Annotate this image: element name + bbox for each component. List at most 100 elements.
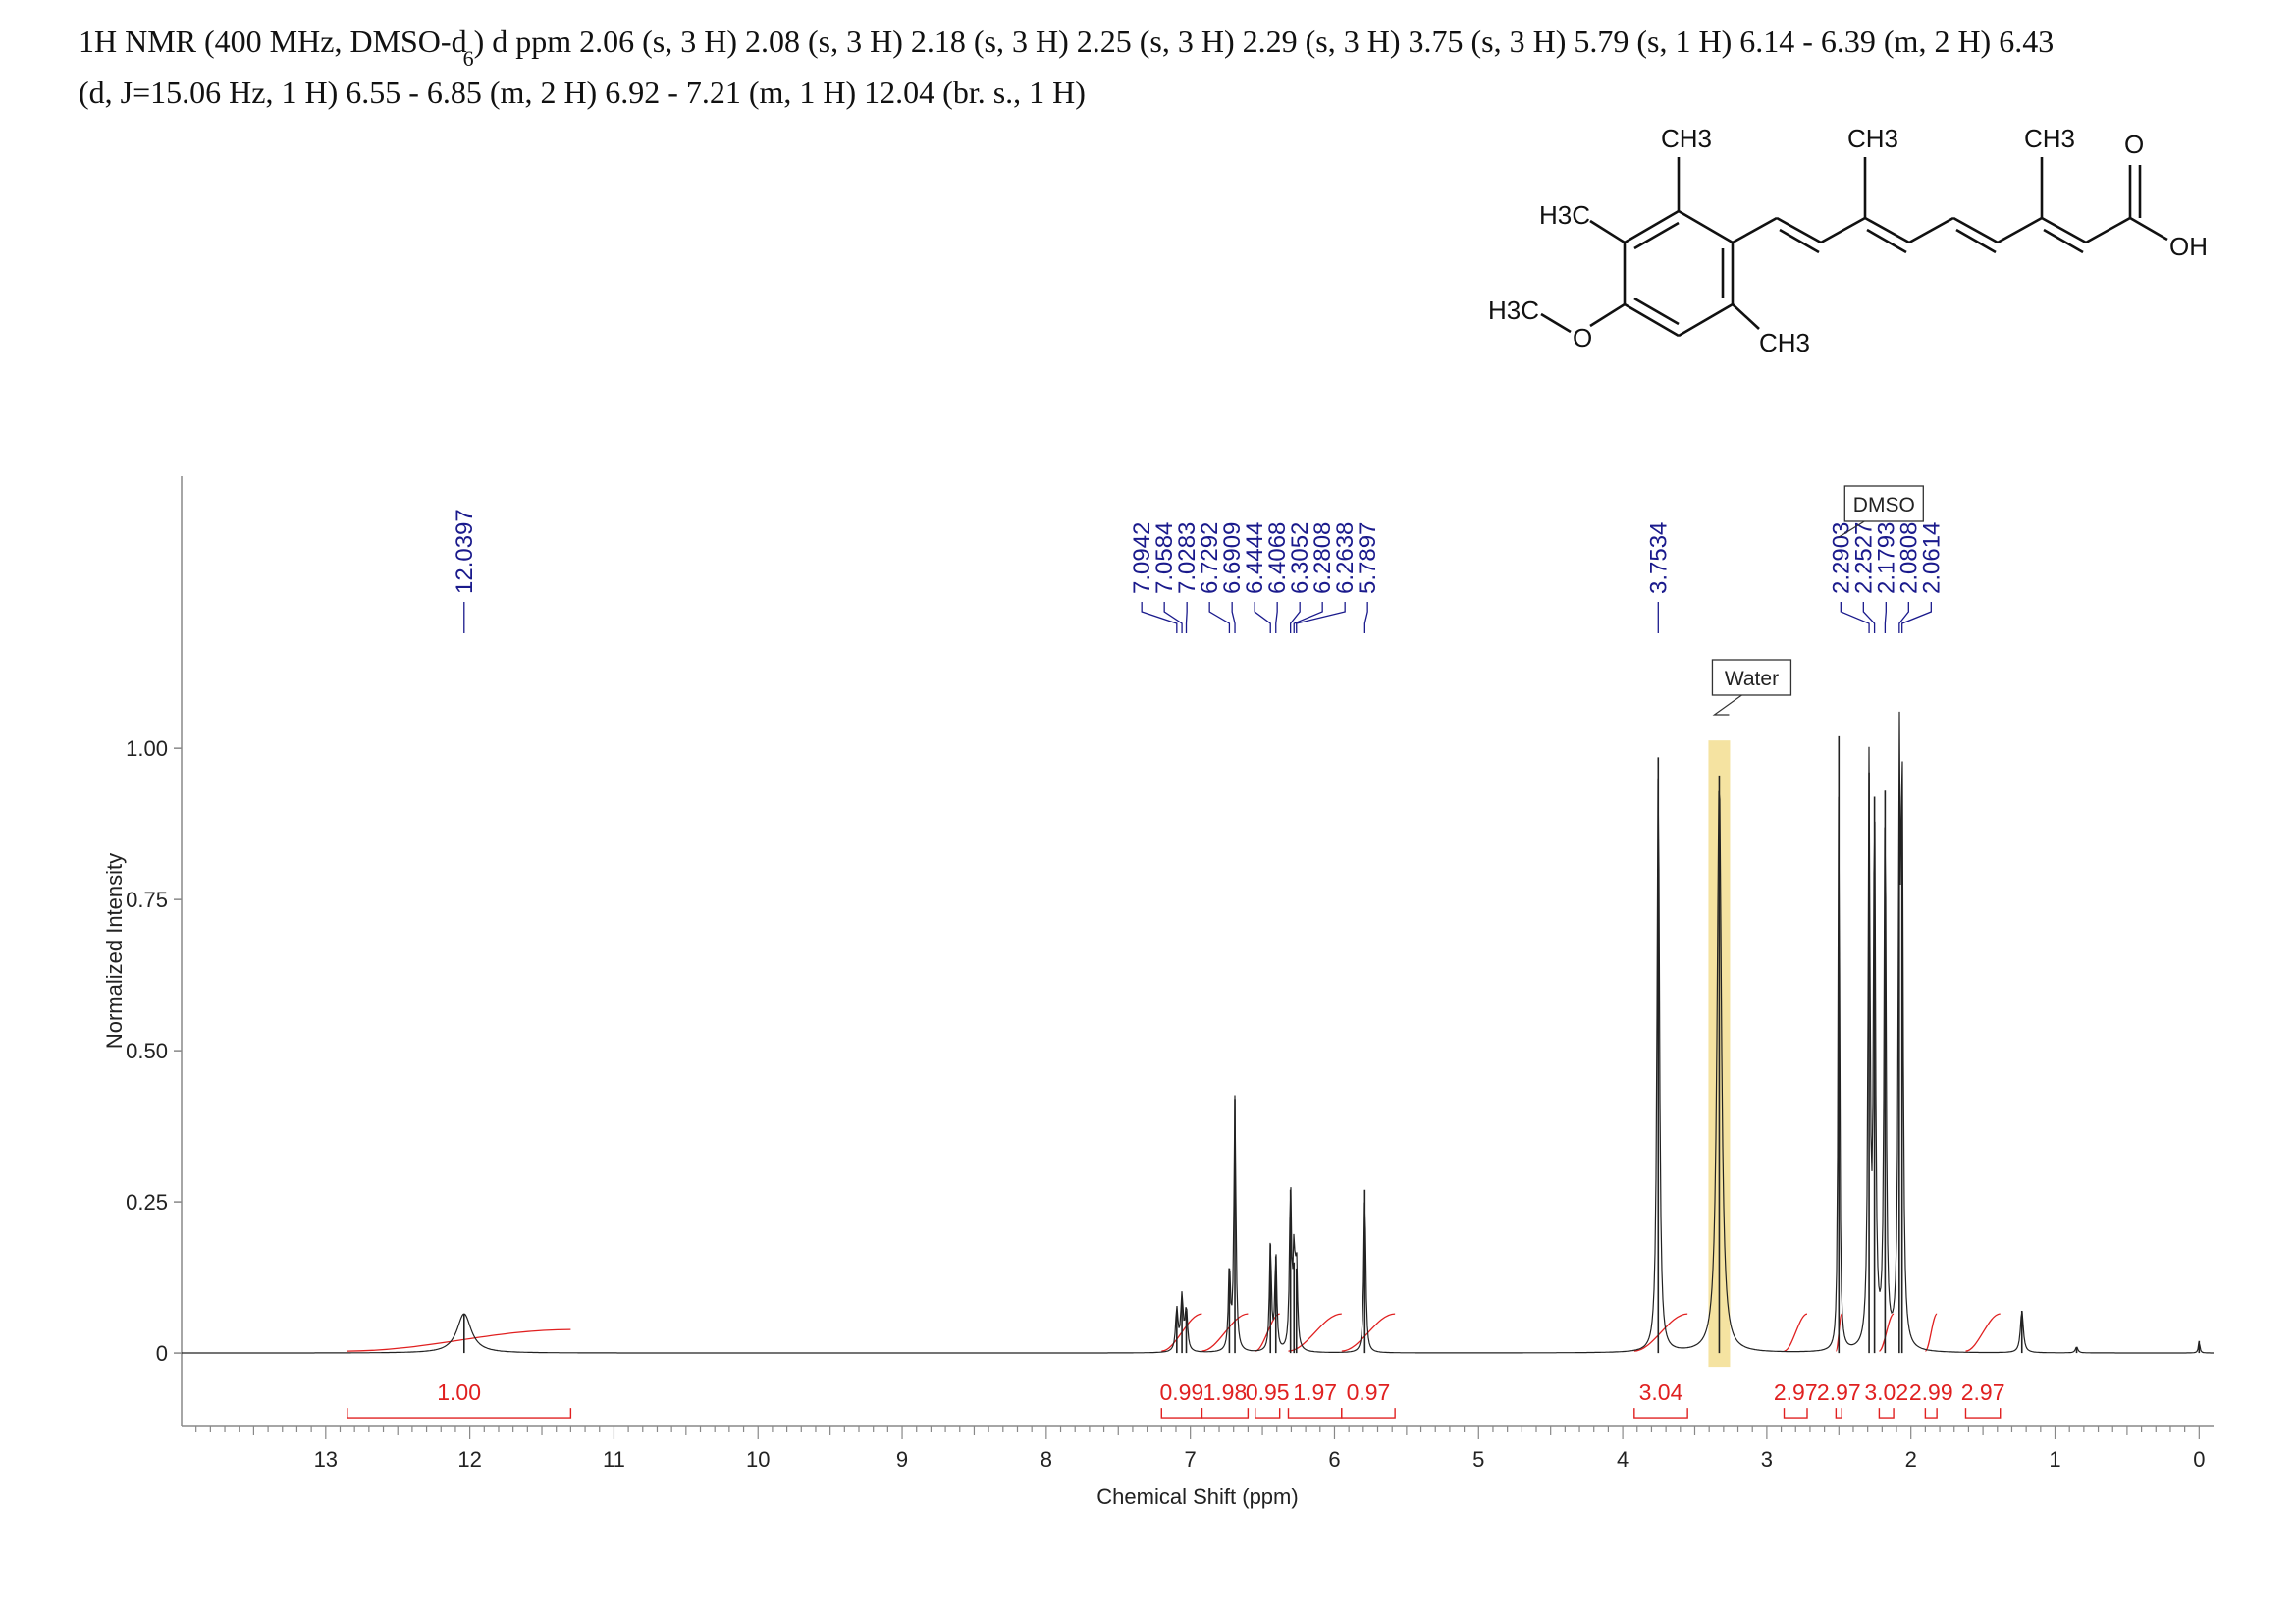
nmr-description-line-2: (d, J=15.06 Hz, 1 H) 6.55 - 6.85 (m, 2 H… (79, 75, 1086, 110)
label-ch3-bottom-ring: CH3 (1759, 328, 1810, 357)
y-tick-label: 0.25 (126, 1190, 168, 1215)
integral-bracket (1255, 1408, 1281, 1419)
dmso-annotation-leader (1838, 520, 1865, 538)
peak-label-leader (1840, 602, 1870, 633)
x-tick-label: 6 (1328, 1447, 1340, 1472)
x-tick-label: 11 (603, 1447, 625, 1472)
label-ch3-chain-2: CH3 (2024, 124, 2075, 153)
integral-curve (347, 1328, 571, 1352)
x-tick-label: 7 (1185, 1447, 1197, 1472)
peak-label-leader (1293, 602, 1323, 633)
integral-curve (1965, 1313, 2001, 1352)
label-h3c-methoxy: H3C (1488, 296, 1539, 325)
integral-bracket (1964, 1408, 2002, 1419)
dmso-annotation-box (1843, 485, 1924, 522)
integral-value: 1.00 (437, 1380, 481, 1405)
x-tick-label: 8 (1041, 1447, 1052, 1472)
peak-label-leader (1901, 602, 1932, 633)
integral-value: 2.97 (1961, 1380, 2005, 1405)
peak-label-leader (1163, 602, 1183, 633)
integral-value: 3.02 (1864, 1380, 1908, 1405)
integral-curve (1878, 1313, 1895, 1352)
integral-value: 0.95 (1246, 1380, 1290, 1405)
x-tick-label: 0 (2193, 1447, 2205, 1472)
spectrum-line (182, 711, 2214, 1354)
integral-value: 0.99 (1159, 1380, 1203, 1405)
y-tick-label: 0.75 (126, 888, 168, 912)
x-tick-label: 3 (1761, 1447, 1773, 1472)
x-tick-label: 12 (457, 1447, 481, 1472)
peak-label: 12.0397 (452, 509, 478, 594)
peak-labels-layer: 12.0397 7.09427.05847.02836.72926.69096.4… (452, 509, 1945, 633)
label-methoxy-oxygen: O (1573, 323, 1592, 352)
peak-label-leader (1275, 602, 1278, 633)
integral-value: 3.04 (1639, 1380, 1683, 1405)
integral-value: 1.97 (1293, 1380, 1337, 1405)
integral-value: 0.97 (1347, 1380, 1391, 1405)
peak-label: 2.0614 (1918, 522, 1945, 594)
peak-label: 2.0808 (1896, 522, 1922, 594)
peak-label: 2.1793 (1873, 522, 1899, 594)
peak-label-leader (1231, 602, 1236, 633)
x-tick-label: 13 (314, 1447, 338, 1472)
integral-bracket (1878, 1408, 1895, 1419)
y-tick-label: 0.50 (126, 1039, 168, 1063)
peak-label: 6.2808 (1309, 522, 1336, 594)
peak-label-leader (1898, 602, 1909, 633)
peak-label: 6.6909 (1219, 522, 1246, 594)
x-tick-label: 2 (1905, 1447, 1917, 1472)
peak-label: 6.4068 (1264, 522, 1291, 594)
peak-label: 7.0584 (1151, 522, 1178, 594)
x-tick-label: 10 (746, 1447, 770, 1472)
water-annotation-box (1711, 659, 1792, 696)
x-tick-label: 9 (896, 1447, 908, 1472)
integral-bracket (1783, 1408, 1808, 1419)
integral-curve (1201, 1313, 1249, 1352)
peak-label-leader (1363, 602, 1368, 633)
integral-value: 2.97 (1774, 1380, 1818, 1405)
integral-bracket (1924, 1408, 1938, 1419)
y-tick-label: 0 (156, 1341, 168, 1366)
peak-label-leader (1185, 602, 1188, 633)
integral-bracket (1287, 1408, 1343, 1419)
label-ch3-chain-1: CH3 (1847, 124, 1898, 153)
label-hydroxyl: OH (2169, 232, 2208, 261)
chemical-structure: CH3 CH3 CH3 H3C H3C O CH3 O OH (1488, 124, 2208, 357)
peak-label-leader (1141, 602, 1178, 633)
peak-label: 6.7292 (1197, 522, 1223, 594)
water-annotation-label: Water (1725, 668, 1779, 690)
integral-bracket (1160, 1408, 1203, 1419)
integral-value: 2.97 (1817, 1380, 1861, 1405)
annotations-layer: DMSO Water (1711, 485, 1924, 716)
water-annotation-leader (1712, 694, 1742, 716)
peak-label: 5.7897 (1355, 522, 1381, 594)
integral-curve (1784, 1313, 1808, 1352)
x-tick-label: 4 (1617, 1447, 1629, 1472)
peak-label: 3.7534 (1645, 522, 1672, 594)
integral-curve (1633, 1313, 1688, 1352)
peak-label: 2.2527 (1850, 522, 1877, 594)
integrals-layer: 1.00 0.99 1.980.95 1.97 0.97 3.04 2.97 2.97 3.02… (347, 1313, 2005, 1419)
integral-value: 1.98 (1203, 1380, 1248, 1405)
integral-curve (1924, 1313, 1938, 1352)
integral-bracket (347, 1408, 572, 1419)
peak-label: 6.3052 (1287, 522, 1313, 594)
integral-value: 2.99 (1909, 1380, 1953, 1405)
label-ch3-top-ring: CH3 (1661, 124, 1712, 153)
y-tick-label: 1.00 (126, 736, 168, 761)
x-tick-label: 5 (1472, 1447, 1484, 1472)
peak-label: 7.0283 (1174, 522, 1201, 594)
peak-label: 7.0942 (1129, 522, 1155, 594)
nmr-description: 1H NMR (400 MHz, DMSO-d6) d ppm 2.06 (s,… (79, 18, 2218, 116)
peak-label: 2.2903 (1828, 522, 1854, 594)
label-h3c-ring: H3C (1539, 200, 1590, 230)
x-tick-label: 1 (2049, 1447, 2060, 1472)
peak-label-leader (1296, 602, 1346, 633)
integral-bracket (1835, 1408, 1842, 1419)
nmr-description-line-1: 1H NMR (400 MHz, DMSO-d6) d ppm 2.06 (s,… (79, 24, 2055, 71)
peak-label: 6.4444 (1242, 522, 1268, 594)
integral-bracket (1201, 1408, 1250, 1419)
peak-label-leader (1862, 602, 1876, 633)
